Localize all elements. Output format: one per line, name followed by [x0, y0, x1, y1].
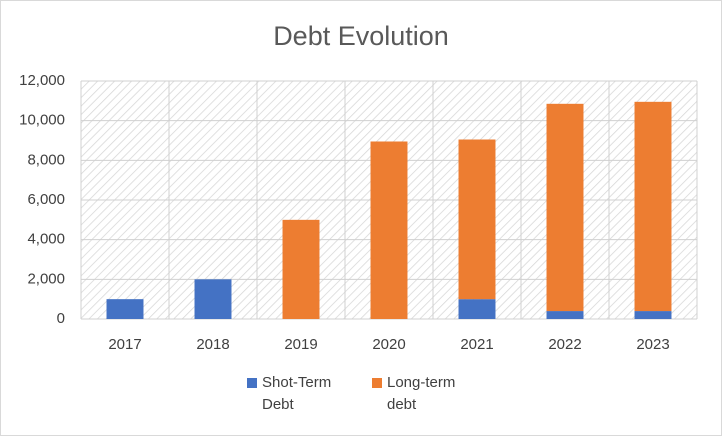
legend-label: Long-term debt: [387, 374, 456, 413]
x-tick-label: 2020: [372, 336, 405, 353]
chart-title: Debt Evolution: [273, 21, 449, 51]
x-tick-label: 2023: [636, 336, 669, 353]
bar: [634, 311, 672, 319]
x-tick-label: 2019: [284, 336, 317, 353]
legend-item: Long-term debt: [372, 372, 475, 416]
x-tick-label: 2018: [196, 336, 229, 353]
bar: [106, 299, 144, 319]
bar: [194, 279, 232, 319]
bar: [458, 299, 496, 319]
legend-item: Shot-Term Debt: [247, 372, 350, 416]
bar: [370, 141, 408, 319]
x-tick-label: 2017: [108, 336, 141, 353]
y-tick-label: 10,000: [19, 112, 65, 129]
bar: [634, 101, 672, 312]
bar: [546, 103, 584, 312]
y-tick-label: 0: [57, 310, 65, 327]
bar: [458, 139, 496, 300]
legend-swatch: [247, 378, 257, 388]
bar: [546, 311, 584, 319]
y-tick-label: 8,000: [27, 151, 65, 168]
legend-label: Shot-Term Debt: [262, 374, 332, 413]
x-tick-label: 2021: [460, 336, 493, 353]
y-tick-label: 6,000: [27, 191, 65, 208]
x-tick-label: 2022: [548, 336, 581, 353]
y-tick-label: 4,000: [27, 231, 65, 248]
y-tick-label: 2,000: [27, 270, 65, 287]
legend-swatch: [372, 378, 382, 388]
y-tick-label: 12,000: [19, 72, 65, 89]
legend: Shot-Term Debt Long-term debt: [0, 372, 722, 416]
bar: [282, 219, 320, 319]
